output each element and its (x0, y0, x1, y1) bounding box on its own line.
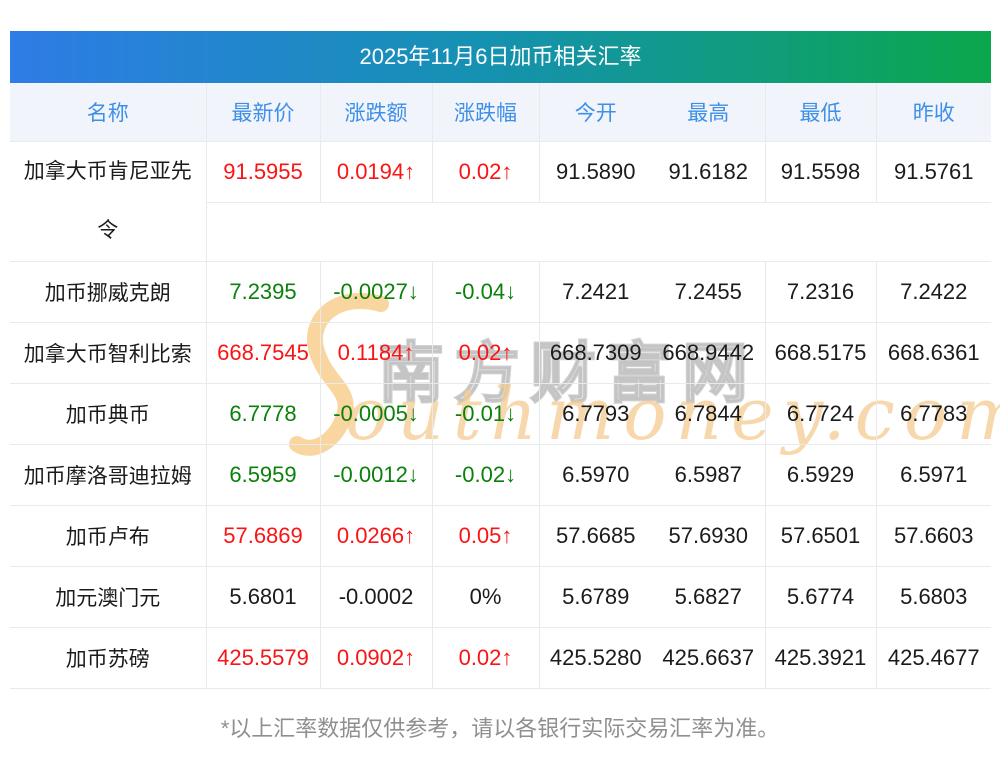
cell-high: 91.6182 (652, 141, 766, 203)
cell-low: 6.5929 (765, 444, 877, 506)
cell-change: -0.0005↓ (320, 383, 433, 445)
cell-latest: 57.6869 (206, 505, 321, 567)
cell-latest: 5.6801 (206, 566, 321, 628)
cell-high: 7.2455 (652, 261, 766, 323)
cell-currency-name: 加币苏磅 (10, 627, 207, 689)
cell-change: 0.0266↑ (320, 505, 433, 567)
table-title: 2025年11月6日加币相关汇率 (10, 31, 991, 83)
cell-high: 57.6930 (652, 505, 766, 567)
column-header-change: 涨跌额 (320, 83, 433, 142)
table-row-spacer (10, 202, 991, 262)
cell-currency-name: 加拿大币肯尼亚先令 (10, 141, 207, 262)
column-header-high: 最高 (652, 83, 766, 142)
table-row: 加币挪威克朗 7.2395 -0.0027↓ -0.04↓ 7.2421 7.2455 7.… (10, 261, 991, 323)
cell-change-pct: -0.02↓ (432, 444, 540, 506)
rate-table: 名称 最新价 涨跌额 涨跌幅 今开 最高 最低 昨收 加拿大币肯尼亚先令 91.5… (10, 83, 991, 689)
empty-cell (206, 202, 991, 262)
cell-latest: 6.7778 (206, 383, 321, 445)
rate-table-body: 加拿大币肯尼亚先令 91.5955 0.0194↑ 0.02↑ 91.5890 91.61… (10, 141, 991, 689)
cell-low: 425.3921 (765, 627, 877, 689)
cell-prev-close: 57.6603 (876, 505, 991, 567)
cell-currency-name: 加币卢布 (10, 505, 207, 567)
cell-high: 5.6827 (652, 566, 766, 628)
cell-change-pct: 0.02↑ (432, 322, 540, 384)
cell-latest: 6.5959 (206, 444, 321, 506)
cell-open: 57.6685 (539, 505, 652, 567)
cell-high: 668.9442 (652, 322, 766, 384)
cell-open: 425.5280 (539, 627, 652, 689)
cell-high: 6.7844 (652, 383, 766, 445)
cell-change: 0.1184↑ (320, 322, 433, 384)
table-row: 加币苏磅 425.5579 0.0902↑ 0.02↑ 425.5280 425.6637… (10, 627, 991, 689)
cell-currency-name: 加币摩洛哥迪拉姆 (10, 444, 207, 506)
cell-change-pct: 0.02↑ (432, 141, 540, 203)
cell-open: 7.2421 (539, 261, 652, 323)
column-header-name: 名称 (10, 83, 207, 142)
cell-prev-close: 91.5761 (876, 141, 991, 203)
cell-currency-name: 加币典币 (10, 383, 207, 445)
cell-latest: 668.7545 (206, 322, 321, 384)
cell-change: 0.0902↑ (320, 627, 433, 689)
cell-latest: 425.5579 (206, 627, 321, 689)
cell-low: 5.6774 (765, 566, 877, 628)
header-row: 名称 最新价 涨跌额 涨跌幅 今开 最高 最低 昨收 (10, 83, 991, 142)
cell-low: 7.2316 (765, 261, 877, 323)
cell-change: -0.0012↓ (320, 444, 433, 506)
table-row: 加币摩洛哥迪拉姆 6.5959 -0.0012↓ -0.02↓ 6.5970 6.5987… (10, 444, 991, 506)
cell-change: -0.0027↓ (320, 261, 433, 323)
cell-change: 0.0194↑ (320, 141, 433, 203)
cell-open: 6.7793 (539, 383, 652, 445)
cell-low: 57.6501 (765, 505, 877, 567)
table-row: 加币典币 6.7778 -0.0005↓ -0.01↓ 6.7793 6.7844 6.77… (10, 383, 991, 445)
exchange-rate-card: 2025年11月6日加币相关汇率 名称 最新价 涨跌额 涨跌幅 今开 最高 最低… (10, 31, 991, 689)
table-row: 加拿大币肯尼亚先令 91.5955 0.0194↑ 0.02↑ 91.5890 91.61… (10, 141, 991, 262)
cell-change-pct: -0.04↓ (432, 261, 540, 323)
column-header-low: 最低 (765, 83, 877, 142)
table-row: 加币卢布 57.6869 0.0266↑ 0.05↑ 57.6685 57.6930 57.… (10, 505, 991, 567)
cell-change-pct: -0.01↓ (432, 383, 540, 445)
cell-change: -0.0002 (320, 566, 433, 628)
cell-latest: 91.5955 (206, 141, 321, 203)
cell-currency-name: 加币挪威克朗 (10, 261, 207, 323)
column-header-open: 今开 (539, 83, 652, 142)
cell-low: 91.5598 (765, 141, 877, 203)
column-header-latest: 最新价 (206, 83, 321, 142)
cell-open: 6.5970 (539, 444, 652, 506)
cell-low: 6.7724 (765, 383, 877, 445)
table-row: 加拿大币智利比索 668.7545 0.1184↑ 0.02↑ 668.7309 668.… (10, 322, 991, 384)
cell-prev-close: 668.6361 (876, 322, 991, 384)
cell-change-pct: 0.05↑ (432, 505, 540, 567)
cell-open: 91.5890 (539, 141, 652, 203)
cell-prev-close: 6.7783 (876, 383, 991, 445)
cell-prev-close: 6.5971 (876, 444, 991, 506)
cell-prev-close: 5.6803 (876, 566, 991, 628)
cell-low: 668.5175 (765, 322, 877, 384)
cell-high: 6.5987 (652, 444, 766, 506)
column-header-change-pct: 涨跌幅 (432, 83, 540, 142)
cell-prev-close: 425.4677 (876, 627, 991, 689)
cell-prev-close: 7.2422 (876, 261, 991, 323)
cell-open: 5.6789 (539, 566, 652, 628)
table-row: 加元澳门元 5.6801 -0.0002 0% 5.6789 5.6827 5.6774 5.… (10, 566, 991, 628)
cell-change-pct: 0% (432, 566, 540, 628)
cell-currency-name: 加元澳门元 (10, 566, 207, 628)
column-header-prev-close: 昨收 (876, 83, 991, 142)
disclaimer-note: *以上汇率数据仅供参考，请以各银行实际交易汇率为准。 (220, 716, 780, 741)
cell-currency-name: 加拿大币智利比索 (10, 322, 207, 384)
cell-change-pct: 0.02↑ (432, 627, 540, 689)
cell-high: 425.6637 (652, 627, 766, 689)
cell-latest: 7.2395 (206, 261, 321, 323)
cell-open: 668.7309 (539, 322, 652, 384)
